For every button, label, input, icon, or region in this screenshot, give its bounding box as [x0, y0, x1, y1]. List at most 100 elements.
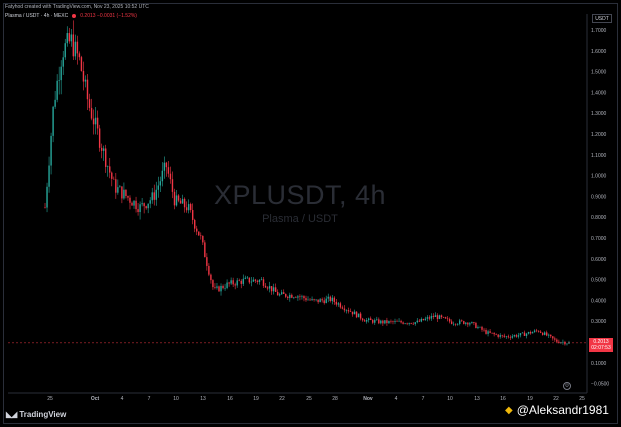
last-price-value: 0.2013 [593, 339, 609, 345]
candle-body [68, 33, 70, 42]
candle-body [351, 311, 354, 315]
candle-body [436, 315, 439, 319]
candle-body [404, 323, 406, 325]
candle-body [109, 166, 111, 173]
currency-button[interactable]: USDT [592, 14, 612, 23]
time-tick-label: Oct [91, 396, 100, 402]
candle-body [252, 279, 255, 282]
price-tick-label: 0.5000 [591, 278, 607, 284]
candle-body [388, 321, 390, 324]
candle-body [333, 297, 336, 302]
candle-body [232, 280, 234, 285]
candle-body [365, 320, 368, 322]
candle-body [48, 165, 50, 187]
candle-body [185, 207, 188, 211]
candle-body [394, 321, 396, 322]
candle-body [60, 66, 62, 81]
candle-body [374, 320, 376, 323]
candle-body [194, 219, 196, 229]
candle-body [175, 195, 178, 206]
candle-body [104, 148, 107, 167]
candle-body [266, 287, 269, 289]
candle-body [64, 43, 66, 58]
symbol-legend[interactable]: Plasma / USDT · 4h · MEXC 0.2013 −0.0031… [5, 13, 137, 19]
candle-body [479, 326, 481, 328]
candle-body [550, 334, 552, 337]
price-tick-label: 1.0000 [591, 174, 607, 180]
price-tick-label: 0.4000 [591, 298, 607, 304]
candle-body [384, 320, 386, 324]
tradingview-logo-icon: ◣◢ [6, 410, 17, 419]
time-tick-label: 7 [422, 396, 425, 402]
candle-body [446, 318, 449, 320]
candle-body [123, 189, 125, 199]
time-tick-label: 25 [579, 396, 585, 402]
candle-body [44, 207, 46, 209]
candle-body [248, 277, 251, 283]
candle-body [541, 332, 544, 335]
price-tick-label: 0.7000 [591, 236, 607, 242]
status-dot-icon [72, 14, 77, 18]
candle-body [276, 291, 279, 296]
candle-body [222, 285, 224, 289]
candle-body [189, 204, 192, 211]
candle-body [501, 335, 503, 336]
candle-body [317, 299, 319, 303]
candle-body [131, 202, 133, 206]
time-tick-label: 19 [253, 396, 259, 402]
price-tick-label: 1.2000 [591, 132, 607, 138]
candle-body [52, 106, 54, 136]
time-tick-label: 4 [395, 396, 398, 402]
candle-body [214, 287, 216, 288]
candle-body [70, 34, 73, 42]
candle-body [187, 204, 190, 211]
candle-body [529, 332, 532, 334]
candle-body [183, 198, 186, 208]
price-tick-label: 1.1000 [591, 153, 607, 159]
candle-body [353, 311, 356, 315]
author-tag: ◆ @Aleksandr1981 [505, 403, 609, 417]
price-tick-label: 1.5000 [591, 70, 607, 76]
candle-body [497, 334, 499, 337]
gear-icon[interactable]: ⚙ [563, 382, 571, 390]
candle-body [268, 286, 271, 289]
candle-body [191, 210, 194, 220]
candle-body [400, 320, 402, 323]
candle-body [426, 317, 429, 319]
time-tick-label: 28 [332, 396, 338, 402]
candle-body [523, 332, 526, 336]
candle-body [74, 41, 77, 57]
candle-body [323, 300, 325, 304]
candle-body [424, 318, 427, 321]
candle-body [398, 320, 400, 322]
price-tick-label: 0.1000 [591, 361, 607, 367]
candle-body [242, 278, 244, 284]
candle-body [157, 185, 160, 190]
candle-body [319, 299, 321, 303]
candle-body [349, 311, 352, 312]
candle-body [230, 280, 232, 284]
candle-body [552, 336, 554, 339]
candle-body [58, 80, 60, 81]
candle-body [115, 179, 117, 193]
candle-body [461, 320, 463, 322]
candle-body [309, 299, 311, 301]
candle-body [256, 280, 259, 282]
candle-body [66, 33, 68, 44]
candle-body [151, 192, 153, 201]
candle-body [562, 341, 564, 343]
time-tick-label: 10 [173, 396, 179, 402]
candle-body [465, 322, 467, 324]
candle-body [82, 70, 85, 82]
time-tick-label: 16 [500, 396, 506, 402]
candle-body [459, 320, 461, 324]
bar-countdown: 02:07:53 [591, 345, 611, 351]
candle-body [301, 296, 303, 297]
candle-body [84, 79, 87, 82]
time-tick-label: 22 [279, 396, 285, 402]
candle-body [113, 178, 115, 180]
candle-body [125, 189, 127, 196]
time-tick-label: 7 [148, 396, 151, 402]
candle-body [408, 322, 410, 324]
